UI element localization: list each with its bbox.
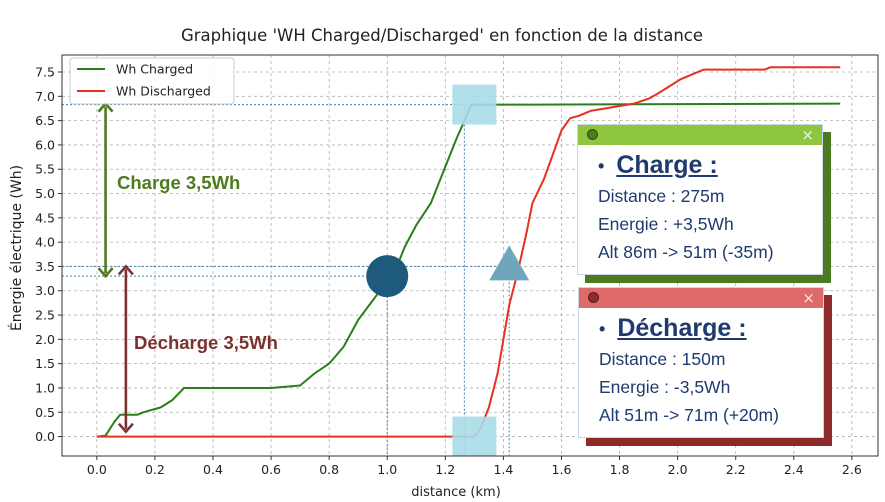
close-icon[interactable]: × [802,289,815,307]
decharge-card-title: • Décharge : [599,312,815,345]
decharge-energie: Energie : -3,5Wh [599,377,731,398]
y-tick-label: 2.5 [35,308,55,323]
y-tick-label: 0.0 [35,429,55,444]
charge-energie: Energie : +3,5Wh [598,214,734,235]
y-tick-label: 7.5 [35,65,55,80]
decharge-arrow-head [117,264,134,276]
annotation-markers [366,84,530,457]
y-tick-label: 5.5 [35,162,55,177]
x-tick-label: 1.8 [610,462,630,477]
series-line [96,66,841,438]
decharge-title-text: Décharge : [617,314,747,342]
decharge-distance: Distance : 150m [599,349,726,370]
legend-label: Wh Charged [116,62,193,77]
x-tick-label: 0.2 [145,462,165,477]
y-tick-label: 1.5 [35,356,55,371]
x-axis-label: distance (km) [411,485,501,500]
square-marker [452,84,497,125]
charge-arrow-head [97,267,114,279]
legend-box [69,57,235,105]
y-axis-label: Énergie électrique (Wh) [8,165,25,331]
y-tick-label: 6.0 [35,137,55,152]
x-tick-label: 1.4 [493,462,513,477]
legend-label: Wh Discharged [116,84,211,99]
x-tick-label: 0.6 [261,462,281,477]
series-line [96,102,841,438]
y-axis-ticks: 0.0 0.5 1.0 1.5 2.0 2.5 3.0 3.5 4.0 4.5 5.0 5.5 6.0 6… [35,65,62,444]
legend: Wh Charged Wh Discharged [69,57,235,105]
charge-card-title: • Charge : [598,149,814,182]
chart-title: Graphique 'WH Charged/Discharged' en fon… [181,26,703,45]
y-tick-label: 0.5 [35,405,55,420]
y-tick-label: 3.5 [35,259,55,274]
x-tick-label: 2.2 [726,462,746,477]
y-tick-label: 7.0 [35,89,55,104]
x-tick-label: 0.8 [319,462,339,477]
y-tick-label: 2.0 [35,332,55,347]
x-tick-label: 1.6 [552,462,572,477]
decharge-annotation-label: Décharge 3,5Wh [134,332,278,353]
x-tick-label: 0.0 [87,462,107,477]
status-dot-icon [588,292,599,303]
decharge-altitude: Alt 51m -> 71m (+20m) [599,405,779,426]
annotation-arrows [97,101,134,434]
x-tick-label: 0.4 [203,462,223,477]
y-tick-label: 6.5 [35,113,55,128]
x-tick-label: 2.4 [784,462,804,477]
charge-annotation-label: Charge 3,5Wh [117,172,240,193]
bullet-icon: • [599,319,606,340]
close-icon[interactable]: × [801,126,814,144]
y-tick-label: 5.0 [35,186,55,201]
series-lines [96,66,841,438]
x-tick-label: 2.6 [842,462,862,477]
square-marker [452,416,497,457]
card-header: × [578,125,822,145]
charge-info-card: × • Charge : Distance : 275m Energie : +3… [577,124,831,284]
y-tick-label: 1.0 [35,380,55,395]
status-dot-icon [587,129,598,140]
bullet-icon: • [598,156,605,177]
y-tick-label: 4.5 [35,210,55,225]
x-tick-label: 2.0 [668,462,688,477]
charge-distance: Distance : 275m [598,186,725,207]
decharge-info-card: × • Décharge : Distance : 150m Energie : … [578,287,832,447]
y-tick-label: 4.0 [35,235,55,250]
charge-title-text: Charge : [616,151,718,179]
x-tick-label: 1.0 [377,462,397,477]
circle-marker [366,255,409,298]
triangle-marker [489,245,530,281]
plot-frame [61,54,879,457]
y-tick-label: 3.0 [35,283,55,298]
x-axis-ticks: 0.0 0.2 0.4 0.6 0.8 1.0 1.2 1.4 1.6 1.8 2.0 2.2 2.4 2… [87,456,862,477]
x-tick-label: 1.2 [435,462,455,477]
charge-altitude: Alt 86m -> 51m (-35m) [598,242,774,263]
guide-lines [62,104,510,456]
decharge-arrow-head [117,422,134,434]
card-header: × [579,288,823,308]
